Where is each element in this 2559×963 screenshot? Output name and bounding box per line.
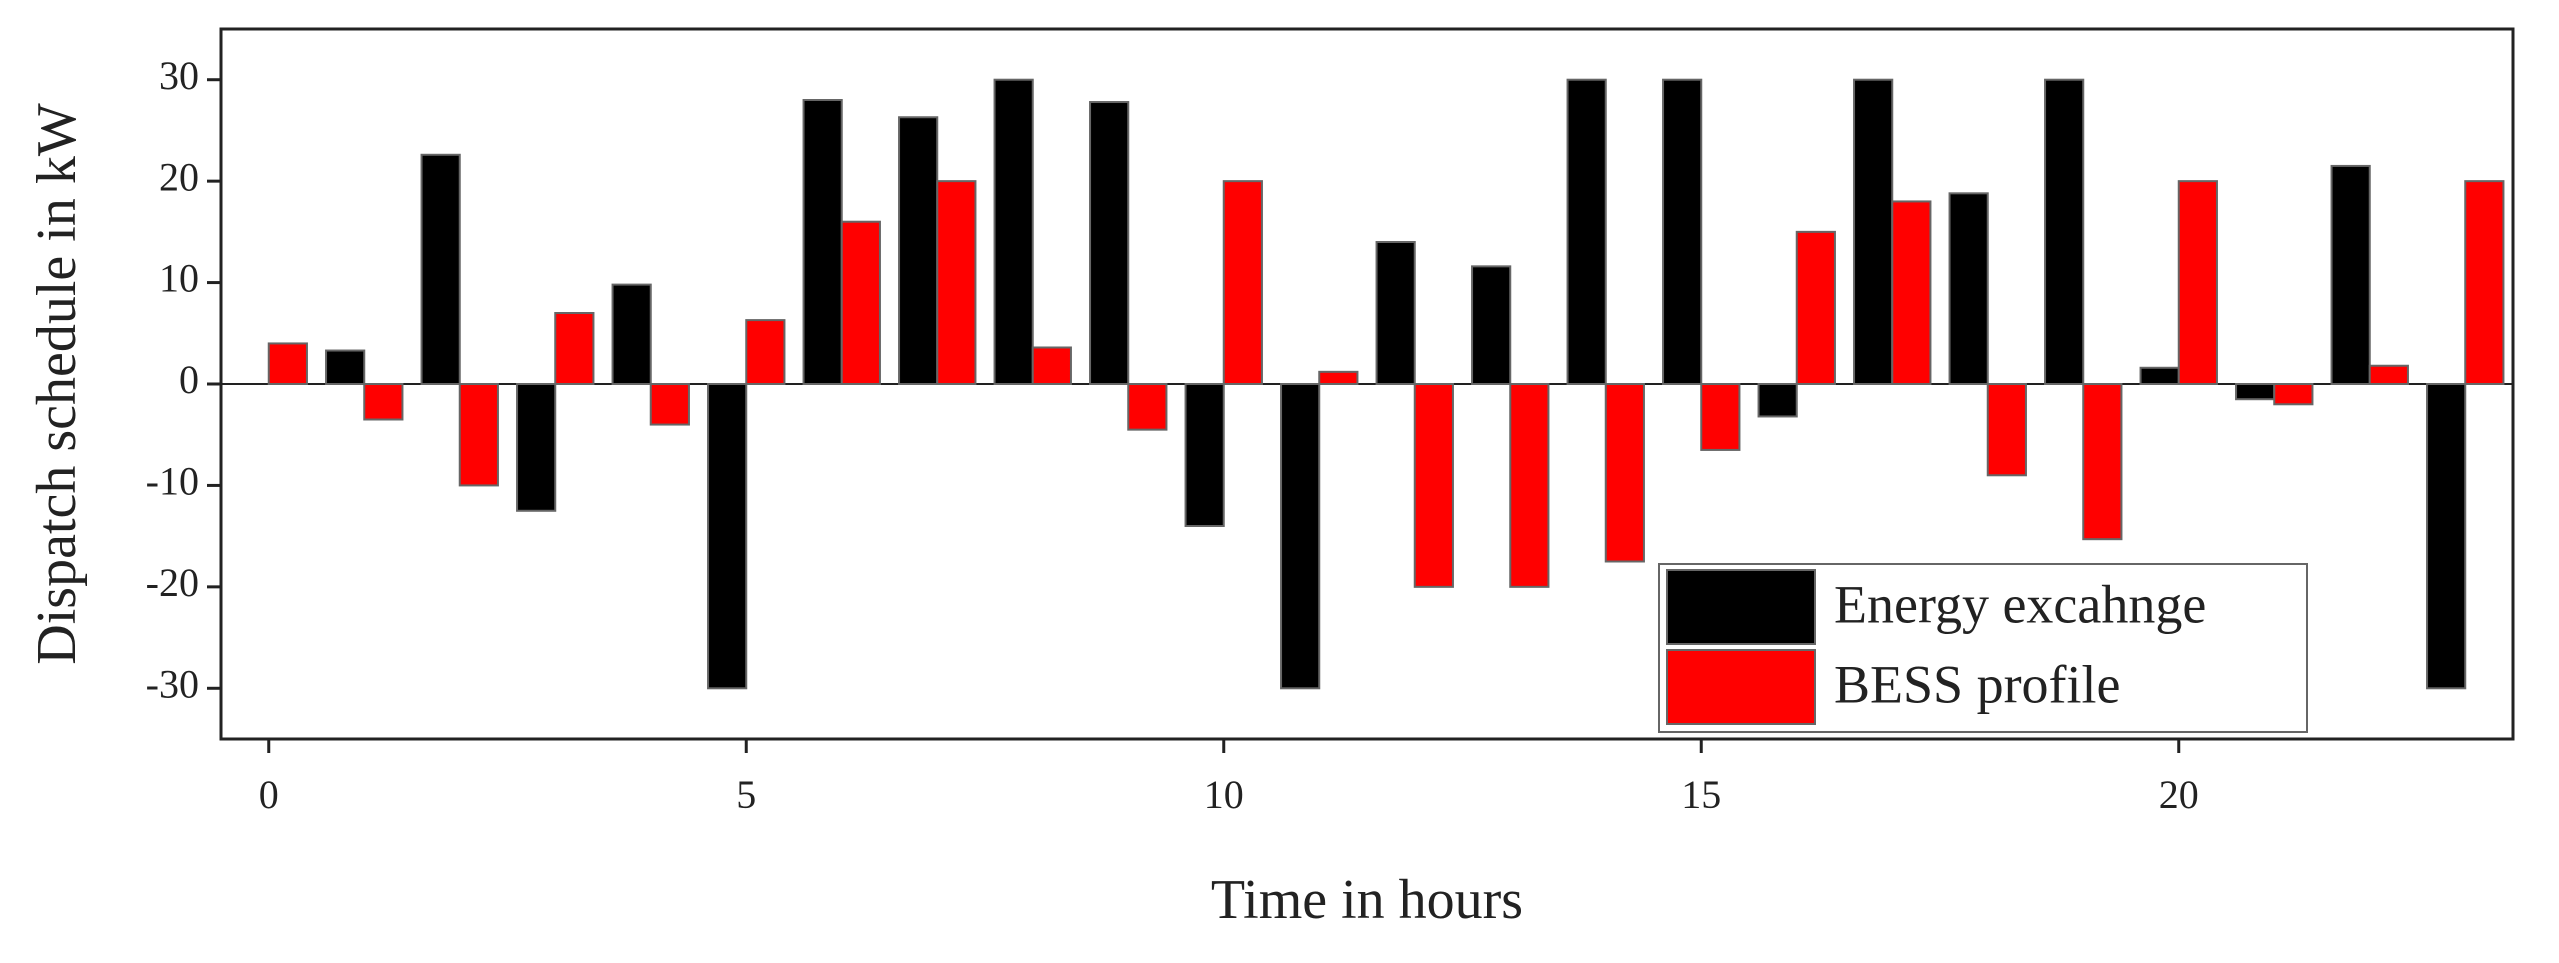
bar [898,116,939,385]
bar [2177,180,2218,385]
bar [1031,346,1072,386]
bar [267,342,308,385]
bar [1662,78,1703,385]
bar [1375,241,1416,385]
bar [1891,200,1932,385]
y-tick-label: 20 [159,154,199,199]
bar [2139,366,2180,385]
bar [802,99,843,385]
legend-swatch [1666,649,1816,725]
bar [936,180,977,385]
bar [2273,383,2314,406]
bar [993,78,1034,385]
bar [420,153,461,385]
x-tick-label: 5 [736,772,756,817]
bar [1700,383,1741,451]
bar [1184,383,1225,527]
bar [1471,265,1512,386]
bar [1089,101,1130,386]
bar [2082,383,2123,541]
bar [1948,192,1989,385]
legend-swatch [1666,569,1816,645]
bar [840,220,881,385]
x-axis-title: Time in hours [1211,869,1523,931]
x-tick-label: 0 [259,772,279,817]
bar [1222,180,1263,385]
bar [2368,364,2409,386]
bar [1604,383,1645,563]
bar [1757,383,1798,418]
bar [2464,180,2505,385]
bar [2044,78,2085,385]
y-tick-label: -30 [146,661,199,706]
bar [1509,383,1550,588]
legend-label: Energy excahnge [1834,574,2206,634]
x-tick-label: 10 [1204,772,1244,817]
y-tick-label: 10 [159,256,199,301]
x-tick-label: 15 [1681,772,1721,817]
bar [458,383,499,487]
bar [2330,164,2371,385]
bar [1280,383,1321,690]
y-tick-label: 0 [179,357,199,402]
bar [1318,370,1359,386]
bar [1413,383,1454,588]
y-tick-label: -20 [146,560,199,605]
bar [554,312,595,385]
plot-frame [219,27,2515,741]
bar [1566,78,1607,385]
bar [1127,383,1168,431]
bar [325,349,366,385]
bar [363,383,404,421]
bar [1853,78,1894,385]
bar [516,383,557,512]
x-tick-label: 20 [2159,772,2199,817]
y-axis-title: Dispatch schedule in kW [26,103,88,665]
bar [611,283,652,386]
bar [745,319,786,386]
bar [707,383,748,690]
bar [2235,383,2276,401]
bar [1986,383,2027,477]
y-tick-label: -10 [146,459,199,504]
bar [2426,383,2467,690]
legend-label: BESS profile [1834,654,2121,714]
bar [649,383,690,426]
bar [1795,230,1836,385]
y-tick-label: 30 [159,53,199,98]
